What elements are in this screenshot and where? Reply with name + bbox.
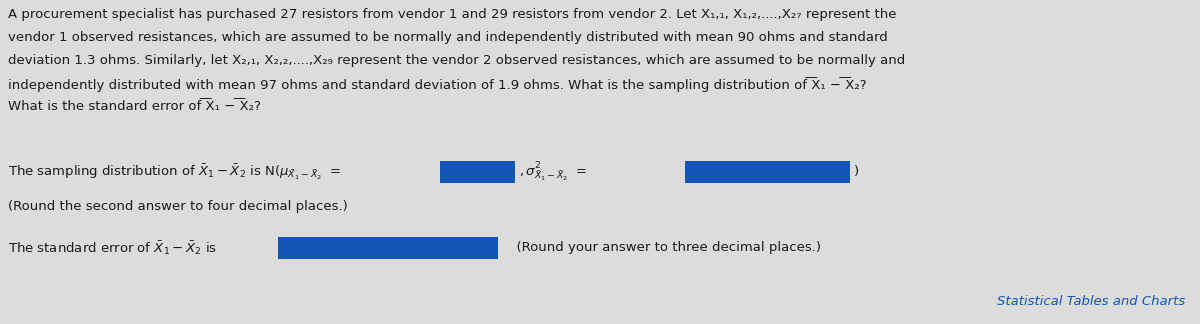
- Bar: [440, 161, 515, 183]
- Text: (Round your answer to three decimal places.): (Round your answer to three decimal plac…: [508, 241, 821, 254]
- Text: vendor 1 observed resistances, which are assumed to be normally and independentl: vendor 1 observed resistances, which are…: [8, 31, 888, 44]
- Text: The standard error of $\bar{X}_1 - \bar{X}_2$ is: The standard error of $\bar{X}_1 - \bar{…: [8, 239, 217, 257]
- Text: Statistical Tables and Charts: Statistical Tables and Charts: [997, 295, 1186, 308]
- Text: The sampling distribution of $\bar{X}_1 - \bar{X}_2$ is N($\mu_{\bar{X}_1-\bar{X: The sampling distribution of $\bar{X}_1 …: [8, 162, 341, 181]
- Text: A procurement specialist has purchased 27 resistors from vendor 1 and 29 resisto: A procurement specialist has purchased 2…: [8, 8, 896, 21]
- Text: What is the standard error of ͞X₁ − ͞X₂?: What is the standard error of ͞X₁ − ͞X₂?: [8, 100, 260, 113]
- Text: $,\sigma^2_{\bar{X}_1-\bar{X}_2}$  =: $,\sigma^2_{\bar{X}_1-\bar{X}_2}$ =: [520, 160, 588, 183]
- Bar: [685, 161, 850, 183]
- Text: independently distributed with mean 97 ohms and standard deviation of 1.9 ohms. : independently distributed with mean 97 o…: [8, 77, 866, 92]
- Text: ): ): [854, 166, 859, 179]
- Text: deviation 1.3 ohms. Similarly, let X₂,₁, X₂,₂,....,X₂₉ represent the vendor 2 ob: deviation 1.3 ohms. Similarly, let X₂,₁,…: [8, 54, 905, 67]
- Bar: [278, 237, 498, 259]
- Text: (Round the second answer to four decimal places.): (Round the second answer to four decimal…: [8, 200, 348, 213]
